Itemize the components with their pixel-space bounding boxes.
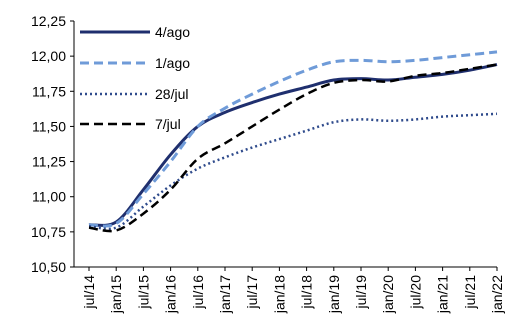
y-axis-ticks: 12,25 12,00 11,75 11,50 11,25 11,00 10,75 10,50 bbox=[31, 13, 74, 275]
x-tick-label: jul/17 bbox=[244, 275, 260, 310]
x-tick-label: jan/19 bbox=[326, 275, 342, 314]
x-tick-label: jan/20 bbox=[380, 275, 396, 314]
y-tick-label: 11,25 bbox=[32, 154, 66, 170]
x-tick-label: jul/21 bbox=[462, 275, 478, 310]
legend-label: 1/ago bbox=[155, 55, 190, 71]
series-lines bbox=[88, 50, 498, 233]
x-tick-label: jan/21 bbox=[435, 275, 451, 314]
legend-label: 4/ago bbox=[155, 24, 190, 40]
series-line-4-ago bbox=[88, 63, 498, 227]
x-tick-label: jul/15 bbox=[135, 275, 151, 310]
y-tick-label: 11,75 bbox=[32, 83, 66, 99]
legend-label: 28/jul bbox=[155, 86, 188, 102]
y-tick-label: 12,25 bbox=[31, 13, 66, 29]
x-tick-label: jul/20 bbox=[407, 275, 423, 310]
x-tick-label: jan/17 bbox=[217, 275, 233, 314]
x-tick-label: jul/19 bbox=[353, 275, 369, 310]
x-tick-label: jan/18 bbox=[271, 275, 287, 314]
y-tick-label: 11,00 bbox=[32, 189, 66, 205]
x-tick-label: jan/22 bbox=[489, 275, 505, 314]
legend-label: 7/jul bbox=[155, 116, 181, 132]
legend: 4/ago 1/ago 28/jul 7/jul bbox=[80, 24, 190, 132]
y-tick-label: 11,50 bbox=[32, 118, 66, 134]
x-tick-label: jan/15 bbox=[108, 275, 124, 314]
x-tick-label: jul/18 bbox=[299, 275, 315, 310]
x-axis-ticks: jul/14 jan/15 jul/15 jan/16 jul/16 jan/17 jul/… bbox=[81, 267, 505, 314]
y-tick-label: 12,00 bbox=[31, 48, 66, 64]
x-tick-label: jan/16 bbox=[163, 275, 179, 314]
x-tick-label: jul/14 bbox=[81, 275, 97, 310]
series-line-28-jul bbox=[88, 112, 498, 231]
series-line-1-ago bbox=[88, 50, 498, 228]
y-tick-label: 10,50 bbox=[31, 259, 66, 275]
x-tick-label: jul/16 bbox=[190, 275, 206, 310]
y-tick-label: 10,75 bbox=[31, 224, 66, 240]
series-line-7-jul bbox=[88, 63, 498, 233]
axes bbox=[73, 21, 497, 268]
